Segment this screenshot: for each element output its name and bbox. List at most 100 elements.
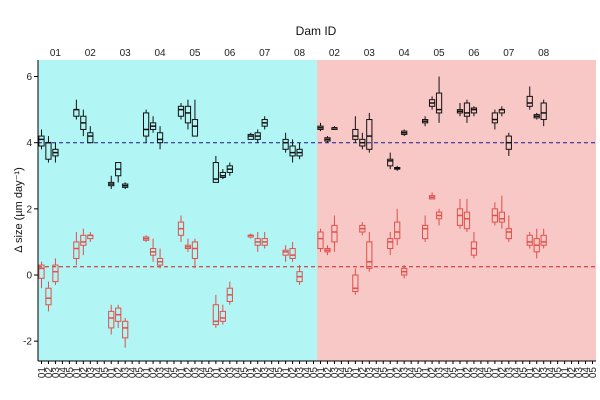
box-0-42: [331, 126, 338, 130]
box-0-36: [289, 139, 296, 163]
box-1-25: [212, 294, 219, 328]
box-0-11: [115, 162, 122, 183]
x-tick-label: 01: [421, 367, 432, 379]
x-tick-label: 05: [170, 367, 181, 379]
x-tick-label: 05: [414, 367, 425, 379]
x-tick-label: 02: [218, 367, 229, 379]
x-tick-label: 04: [163, 367, 174, 379]
x-tick-label: 05: [274, 367, 285, 379]
box-0-72: [540, 99, 547, 127]
box-0-20: [177, 103, 185, 120]
group-label: 03: [364, 48, 376, 59]
x-tick-label: 03: [260, 367, 271, 379]
group-label: 06: [224, 48, 236, 59]
box-0-7: [87, 126, 94, 144]
x-tick-label: 02: [497, 367, 508, 379]
box-1-45: [352, 268, 359, 295]
box-1-30: [247, 233, 254, 239]
box-body: [526, 234, 533, 246]
box-1-41: [324, 245, 331, 256]
box-body: [366, 241, 373, 269]
box-1-67: [505, 215, 512, 242]
box-body: [38, 264, 45, 279]
box-0-65: [491, 109, 498, 130]
box-body: [80, 234, 87, 246]
box-1-32: [261, 232, 268, 249]
box-body: [108, 310, 115, 329]
x-tick-label: 05: [135, 367, 146, 379]
box-1-56: [428, 192, 436, 200]
x-tick-label: 05: [518, 367, 529, 379]
box-1-21: [184, 238, 192, 252]
x-tick-label: 01: [37, 367, 48, 379]
x-tick-label: 03: [295, 367, 306, 379]
group-label: 08: [538, 48, 550, 59]
box-1-12: [122, 318, 129, 348]
box-body: [282, 249, 289, 256]
x-tick-label: 04: [267, 367, 278, 379]
box-0-27: [226, 162, 233, 176]
x-tick-label: 02: [393, 367, 404, 379]
box-0-50: [387, 152, 394, 170]
group-label: 02: [85, 48, 97, 59]
box-1-62: [470, 232, 478, 259]
x-tick-label: 04: [407, 367, 418, 379]
x-tick-label: 04: [581, 367, 592, 379]
box-0-12: [122, 182, 129, 189]
box-0-56: [428, 96, 436, 110]
x-tick-label: 05: [588, 367, 599, 379]
x-tick-label: 02: [532, 367, 543, 379]
y-tick-label: 6: [26, 72, 32, 83]
box-body: [212, 304, 219, 326]
box-1-27: [226, 281, 233, 305]
x-tick-label: 01: [142, 367, 153, 379]
box-body: [38, 135, 45, 147]
plot-frame: [37, 60, 596, 362]
x-axis-ticks: 0102030405010203040501020304050102030405…: [37, 361, 599, 378]
x-tick-label: 04: [302, 367, 313, 379]
y-tick-label: 2: [26, 204, 32, 215]
box-body: [212, 162, 219, 183]
box-body: [498, 211, 505, 223]
box-body: [387, 238, 394, 250]
box-body: [52, 264, 59, 283]
background-regions: [38, 60, 596, 361]
box-0-71: [533, 112, 540, 120]
box-1-61: [463, 198, 471, 232]
box-1-17: [156, 248, 164, 269]
box-body: [122, 320, 129, 339]
box-1-66: [498, 195, 505, 229]
box-1-60: [456, 198, 464, 229]
box-0-62: [470, 106, 478, 117]
box-1-42: [331, 215, 338, 252]
box-0-35: [282, 132, 289, 153]
x-tick-label: 02: [79, 367, 90, 379]
group-label: 08: [294, 48, 306, 59]
x-tick-label: 01: [316, 367, 327, 379]
x-tick-label: 04: [232, 367, 243, 379]
x-tick-label: 03: [156, 367, 167, 379]
box-1-6: [80, 228, 87, 256]
box-body: [317, 231, 324, 250]
x-tick-label: 01: [107, 367, 118, 379]
x-tick-label: 05: [309, 367, 320, 379]
box-body: [45, 287, 52, 306]
box-body: [463, 211, 471, 230]
box-0-61: [463, 99, 471, 123]
box-body: [352, 128, 359, 140]
box-1-40: [317, 228, 324, 252]
box-0-32: [261, 116, 268, 130]
box-1-20: [177, 215, 185, 242]
box-0-5: [73, 99, 80, 120]
box-1-16: [149, 238, 157, 262]
box-0-2: [52, 142, 59, 163]
x-tick-label: 05: [239, 367, 250, 379]
box-0-66: [498, 106, 505, 117]
x-tick-label: 01: [490, 367, 501, 379]
box-body: [470, 107, 478, 114]
y-tick-label: -2: [23, 337, 32, 348]
box-1-36: [289, 241, 296, 262]
box-1-52: [401, 265, 408, 279]
x-tick-label: 02: [462, 367, 473, 379]
